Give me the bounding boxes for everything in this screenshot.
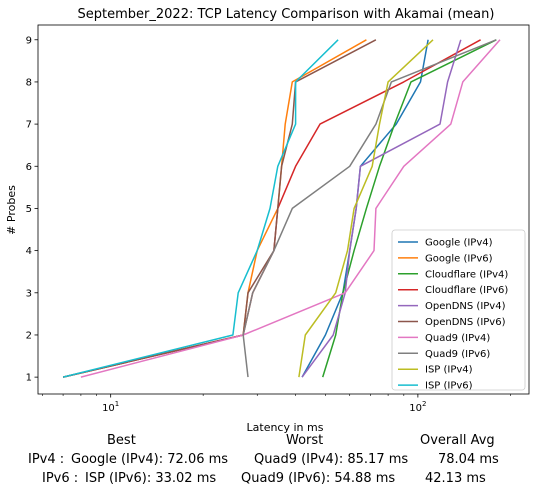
axis-ticks: 1 2 3 4 5 6 7 8 9 101 102 xyxy=(26,35,511,414)
y-tick-label: 5 xyxy=(26,204,32,215)
series-line-quad9-ipv4 xyxy=(80,39,501,378)
legend-label-quad9-ipv4: Quad9 (IPv4) xyxy=(425,333,490,344)
summary-row-label-ipv4: IPv4 : xyxy=(28,452,65,467)
plot-frame xyxy=(37,24,530,395)
legend-label-opendns-ipv6: OpenDNS (IPv6) xyxy=(425,317,506,328)
y-tick-label: 9 xyxy=(26,35,32,46)
y-tick-label: 1 xyxy=(26,373,32,384)
series-line-isp-ipv6 xyxy=(62,39,339,378)
summary-avg-ipv4: 78.04 ms xyxy=(438,452,499,467)
summary-worst-ipv6: Quad9 (IPv6): 54.88 ms xyxy=(241,471,396,486)
legend-box xyxy=(391,229,526,391)
summary-header-avg: Overall Avg xyxy=(420,433,495,448)
y-axis-label: # Probes xyxy=(5,185,18,235)
series-line-opendns-ipv4 xyxy=(301,39,462,378)
y-tick-label: 3 xyxy=(26,288,32,299)
summary-avg-ipv6: 42.13 ms xyxy=(425,471,486,486)
legend-label-opendns-ipv4: OpenDNS (IPv4) xyxy=(425,301,506,312)
series-line-quad9-ipv6 xyxy=(242,39,497,378)
x-axis-label: Latency in ms xyxy=(247,421,324,434)
summary-best-ipv4: Google (IPv4): 72.06 ms xyxy=(71,452,229,467)
series-line-isp-ipv4 xyxy=(298,39,434,378)
series-line-opendns-ipv6 xyxy=(62,39,377,378)
x-tick-label: 101 xyxy=(102,400,119,414)
legend-label-quad9-ipv6: Quad9 (IPv6) xyxy=(425,349,490,360)
summary-row-label-ipv6: IPv6 : xyxy=(42,471,79,486)
summary-best-ipv6: ISP (IPv6): 33.02 ms xyxy=(85,471,217,486)
x-tick-label: 102 xyxy=(409,400,426,414)
legend-label-google-ipv4: Google (IPv4) xyxy=(425,238,493,249)
legend-label-cloudflare-ipv4: Cloudflare (IPv4) xyxy=(425,269,508,280)
summary-worst-ipv4: Quad9 (IPv4): 85.17 ms xyxy=(254,452,409,467)
legend-label-isp-ipv4: ISP (IPv4) xyxy=(425,365,473,376)
y-tick-label: 8 xyxy=(26,77,32,88)
legend-label-isp-ipv6: ISP (IPv6) xyxy=(425,381,473,392)
legend: Google (IPv4) Google (IPv6) Cloudflare (IP… xyxy=(391,229,526,392)
series-line-google-ipv6 xyxy=(62,39,367,378)
legend-label-google-ipv6: Google (IPv6) xyxy=(425,253,493,264)
legend-label-cloudflare-ipv6: Cloudflare (IPv6) xyxy=(425,285,508,296)
summary-header-worst: Worst xyxy=(286,433,324,448)
y-tick-label: 6 xyxy=(26,162,32,173)
summary-header-best: Best xyxy=(107,433,136,448)
series-lines xyxy=(62,39,501,378)
y-tick-label: 2 xyxy=(26,330,32,341)
y-tick-label: 4 xyxy=(26,246,32,257)
series-line-cloudflare-ipv4 xyxy=(321,39,497,378)
y-tick-label: 7 xyxy=(26,120,32,131)
chart-title: September_2022: TCP Latency Comparison w… xyxy=(78,7,495,22)
